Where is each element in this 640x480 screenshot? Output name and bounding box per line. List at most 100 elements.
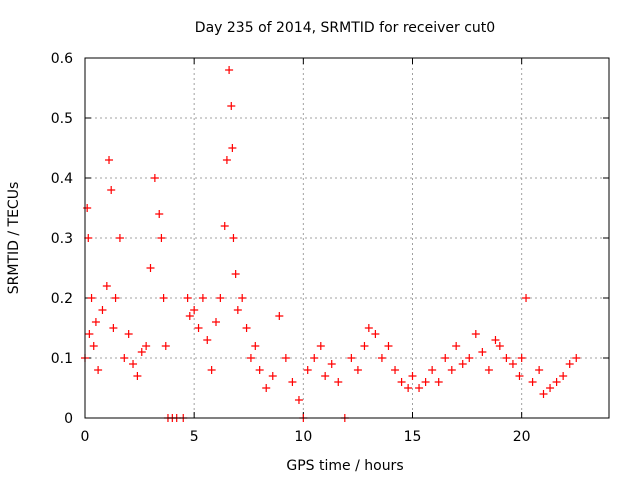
- data-point: [364, 324, 373, 332]
- data-point: [102, 282, 111, 290]
- x-tick-label: 5: [190, 429, 199, 445]
- data-point: [404, 384, 413, 392]
- data-point: [316, 342, 325, 350]
- data-point: [303, 366, 312, 374]
- x-tick-label: 0: [81, 429, 90, 445]
- data-point: [85, 330, 94, 338]
- data-point: [242, 324, 251, 332]
- y-axis-label: SRMTID / TECUs: [6, 182, 22, 295]
- data-point: [220, 222, 229, 230]
- data-point: [508, 360, 517, 368]
- data-point: [107, 186, 116, 194]
- data-point: [137, 348, 146, 356]
- data-point: [441, 354, 450, 362]
- data-point: [98, 306, 107, 314]
- data-point: [334, 378, 343, 386]
- data-point: [227, 102, 236, 110]
- data-point: [539, 390, 548, 398]
- data-point: [428, 366, 437, 374]
- data-point: [281, 354, 290, 362]
- x-tick-label: 10: [294, 429, 312, 445]
- data-point: [216, 294, 225, 302]
- data-point: [408, 372, 417, 380]
- y-tick-label: 0.1: [51, 351, 73, 367]
- data-point: [157, 234, 166, 242]
- data-point: [491, 336, 500, 344]
- data-point: [327, 360, 336, 368]
- data-points: [81, 66, 581, 422]
- data-point: [421, 378, 430, 386]
- data-point: [146, 264, 155, 272]
- data-point: [155, 210, 164, 218]
- data-point: [415, 384, 424, 392]
- data-point: [89, 342, 98, 350]
- data-point: [251, 342, 260, 350]
- data-point: [246, 354, 255, 362]
- data-point: [87, 294, 96, 302]
- data-point: [222, 156, 231, 164]
- data-point: [310, 354, 319, 362]
- data-point: [447, 366, 456, 374]
- data-point: [546, 384, 555, 392]
- data-point: [198, 294, 207, 302]
- data-point: [190, 306, 199, 314]
- data-point: [288, 378, 297, 386]
- data-point: [262, 384, 271, 392]
- data-point: [397, 378, 406, 386]
- data-point: [228, 144, 237, 152]
- data-point: [115, 234, 124, 242]
- data-point: [84, 234, 93, 242]
- data-point: [185, 312, 194, 320]
- data-point: [434, 378, 443, 386]
- y-tick-label: 0: [64, 411, 73, 427]
- data-point: [94, 366, 103, 374]
- data-point: [109, 324, 118, 332]
- data-point: [159, 294, 168, 302]
- x-tick-label: 15: [404, 429, 422, 445]
- data-point: [517, 354, 526, 362]
- data-point: [194, 324, 203, 332]
- data-point: [183, 294, 192, 302]
- data-point: [471, 330, 480, 338]
- data-point: [347, 354, 356, 362]
- data-point: [572, 354, 581, 362]
- data-point: [458, 360, 467, 368]
- data-point: [142, 342, 151, 350]
- data-point: [377, 354, 386, 362]
- data-point: [371, 330, 380, 338]
- data-point: [484, 366, 493, 374]
- data-point: [565, 360, 574, 368]
- data-point: [255, 366, 264, 374]
- data-point: [360, 342, 369, 350]
- data-point: [268, 372, 277, 380]
- data-point: [161, 342, 170, 350]
- data-point: [384, 342, 393, 350]
- data-point: [124, 330, 133, 338]
- data-point: [321, 372, 330, 380]
- data-point: [353, 366, 362, 374]
- data-point: [552, 378, 561, 386]
- grid: [84, 57, 609, 419]
- data-point: [559, 372, 568, 380]
- data-point: [275, 312, 284, 320]
- data-point: [391, 366, 400, 374]
- data-point: [238, 294, 247, 302]
- y-tick-label: 0.3: [51, 231, 73, 247]
- y-tick-label: 0.4: [51, 171, 73, 187]
- data-point: [452, 342, 461, 350]
- data-point: [522, 294, 531, 302]
- data-point: [465, 354, 474, 362]
- data-point: [129, 360, 138, 368]
- data-point: [515, 372, 524, 380]
- y-tick-label: 0.5: [51, 111, 73, 127]
- data-point: [225, 66, 234, 74]
- data-point: [535, 366, 544, 374]
- data-point: [207, 366, 216, 374]
- data-point: [478, 348, 487, 356]
- data-point: [294, 396, 303, 404]
- data-point: [229, 234, 238, 242]
- y-tick-label: 0.6: [51, 51, 73, 67]
- data-point: [212, 318, 220, 326]
- tick-labels: 0 0.1 0.2 0.3 0.4 0.5 0.6 0 5 10 15 20: [51, 51, 531, 445]
